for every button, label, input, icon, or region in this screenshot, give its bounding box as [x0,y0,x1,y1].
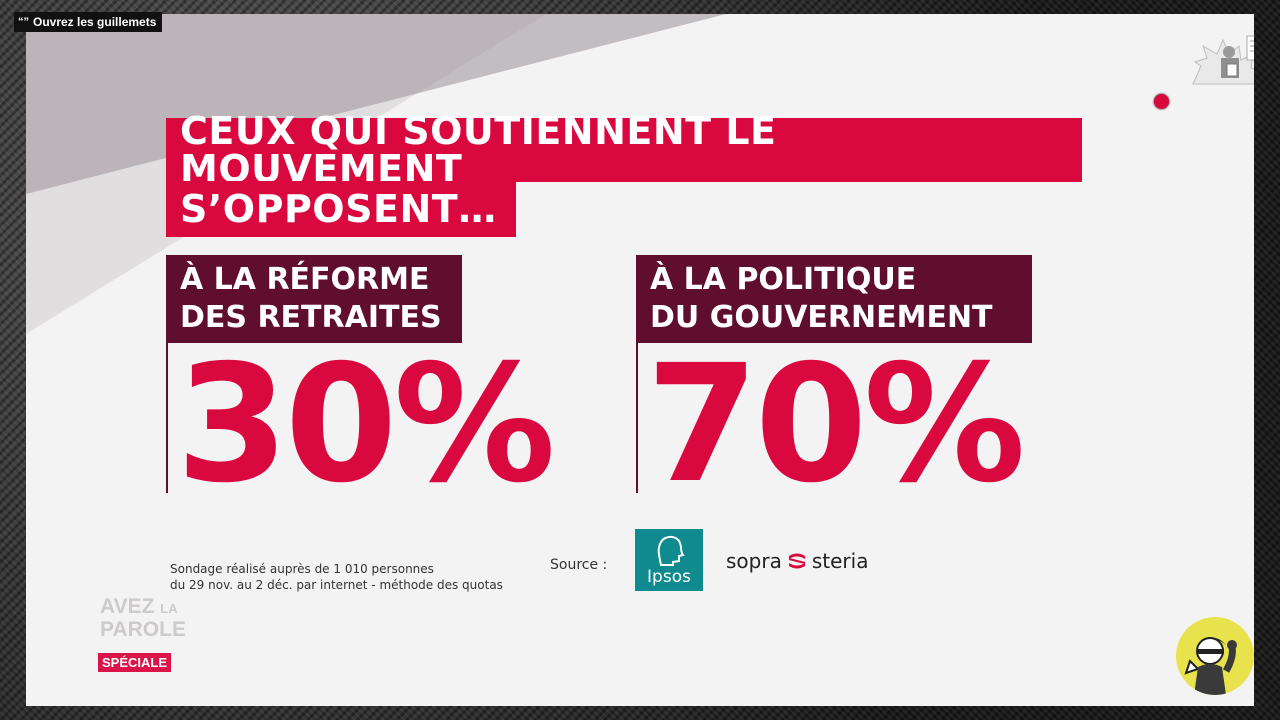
divider-line [636,343,638,493]
stat-label-line: À LA POLITIQUE [650,262,917,297]
sopra-steria-logo: sopra steria [726,549,868,573]
stat-value-government-policy: 70% [646,331,1026,519]
tv-screen: CEUX QUI SOUTIENNENT LE MOUVEMENT S’OPPO… [26,14,1254,706]
channel-tag-label: Ouvrez les guillemets [33,15,157,29]
stat-label-line: DES RETRAITES [180,300,442,335]
steria-text: steria [811,549,869,573]
ipsos-head-icon [657,535,685,566]
stat-label-government-policy: À LA POLITIQUE DU GOUVERNEMENT [636,255,1032,343]
stat-label-line: DU GOUVERNEMENT [650,300,993,335]
character-badge-icon [1176,617,1254,695]
headline-line-2: S’OPPOSENT… [166,181,516,237]
show-logo: AVEZ LA PAROLE [100,596,186,640]
show-title-word: PAROLE [100,618,186,641]
footnote-line: Sondage réalisé auprès de 1 010 personne… [170,562,434,576]
live-dot-icon [1154,94,1169,109]
headline-line-1: CEUX QUI SOUTIENNENT LE MOUVEMENT [166,112,1082,188]
sopra-text: sopra [726,549,782,573]
source-label: Source : [550,557,608,573]
divider-line [166,343,168,493]
footnote-line: du 29 nov. au 2 déc. par internet - méth… [170,578,503,592]
stat-label-pension-reform: À LA RÉFORME DES RETRAITES [166,255,462,343]
quote-icon: “” [18,16,29,28]
show-title-small: LA [160,601,178,616]
poll-footnote: Sondage réalisé auprès de 1 010 personne… [170,561,503,593]
ipsos-text: Ipsos [647,567,691,587]
show-title-word: AVEZ [100,595,155,618]
channel-tag: “” Ouvrez les guillemets [14,12,163,32]
ipsos-logo: Ipsos [635,529,703,591]
sopra-steria-mark-icon [788,553,806,569]
stat-label-line: À LA RÉFORME [180,262,430,297]
show-special-tag: SPÉCIALE [98,653,172,672]
stat-value-pension-reform: 30% [176,331,556,519]
character-illustration [1184,637,1237,695]
newspaper-vendor-icon [1192,35,1254,85]
